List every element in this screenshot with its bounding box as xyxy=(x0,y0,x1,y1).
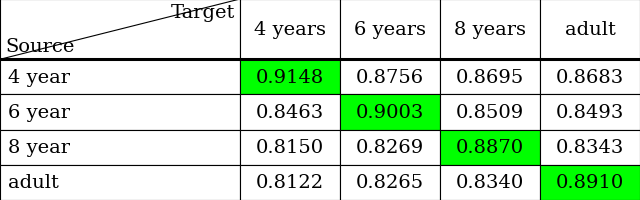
Bar xyxy=(440,60,540,95)
Text: adult: adult xyxy=(8,174,58,191)
Bar xyxy=(0,130,240,165)
Text: 0.8343: 0.8343 xyxy=(556,139,624,156)
Text: 0.8756: 0.8756 xyxy=(356,69,424,86)
Bar xyxy=(240,130,340,165)
Bar xyxy=(440,165,540,200)
Bar xyxy=(240,165,340,200)
Bar xyxy=(340,95,440,130)
Bar xyxy=(440,0,540,60)
Text: 0.8910: 0.8910 xyxy=(556,174,624,191)
Bar xyxy=(340,165,440,200)
Bar xyxy=(540,60,640,95)
Bar xyxy=(0,60,240,95)
Text: Source: Source xyxy=(5,38,74,56)
Text: 0.8269: 0.8269 xyxy=(356,139,424,156)
Text: 0.8463: 0.8463 xyxy=(256,104,324,121)
Bar xyxy=(540,0,640,60)
Bar xyxy=(0,0,240,60)
Bar xyxy=(240,60,340,95)
Text: 0.8695: 0.8695 xyxy=(456,69,524,86)
Text: 4 years: 4 years xyxy=(254,21,326,39)
Bar xyxy=(540,130,640,165)
Bar xyxy=(0,165,240,200)
Text: 0.8150: 0.8150 xyxy=(256,139,324,156)
Bar xyxy=(340,0,440,60)
Bar xyxy=(440,95,540,130)
Bar xyxy=(540,165,640,200)
Text: 0.8340: 0.8340 xyxy=(456,174,524,191)
Text: 8 years: 8 years xyxy=(454,21,526,39)
Text: 0.8870: 0.8870 xyxy=(456,139,524,156)
Bar xyxy=(440,130,540,165)
Text: 6 year: 6 year xyxy=(8,104,70,121)
Bar xyxy=(240,0,340,60)
Text: 6 years: 6 years xyxy=(354,21,426,39)
Bar xyxy=(240,95,340,130)
Text: 0.8122: 0.8122 xyxy=(256,174,324,191)
Text: Target: Target xyxy=(170,4,235,22)
Text: 4 year: 4 year xyxy=(8,69,70,86)
Text: 0.9003: 0.9003 xyxy=(356,104,424,121)
Text: 0.8493: 0.8493 xyxy=(556,104,624,121)
Text: adult: adult xyxy=(564,21,616,39)
Text: 8 year: 8 year xyxy=(8,139,70,156)
Text: 0.8265: 0.8265 xyxy=(356,174,424,191)
Bar xyxy=(0,95,240,130)
Bar xyxy=(540,95,640,130)
Bar xyxy=(340,130,440,165)
Text: 0.9148: 0.9148 xyxy=(256,69,324,86)
Text: 0.8683: 0.8683 xyxy=(556,69,624,86)
Bar xyxy=(340,60,440,95)
Text: 0.8509: 0.8509 xyxy=(456,104,524,121)
